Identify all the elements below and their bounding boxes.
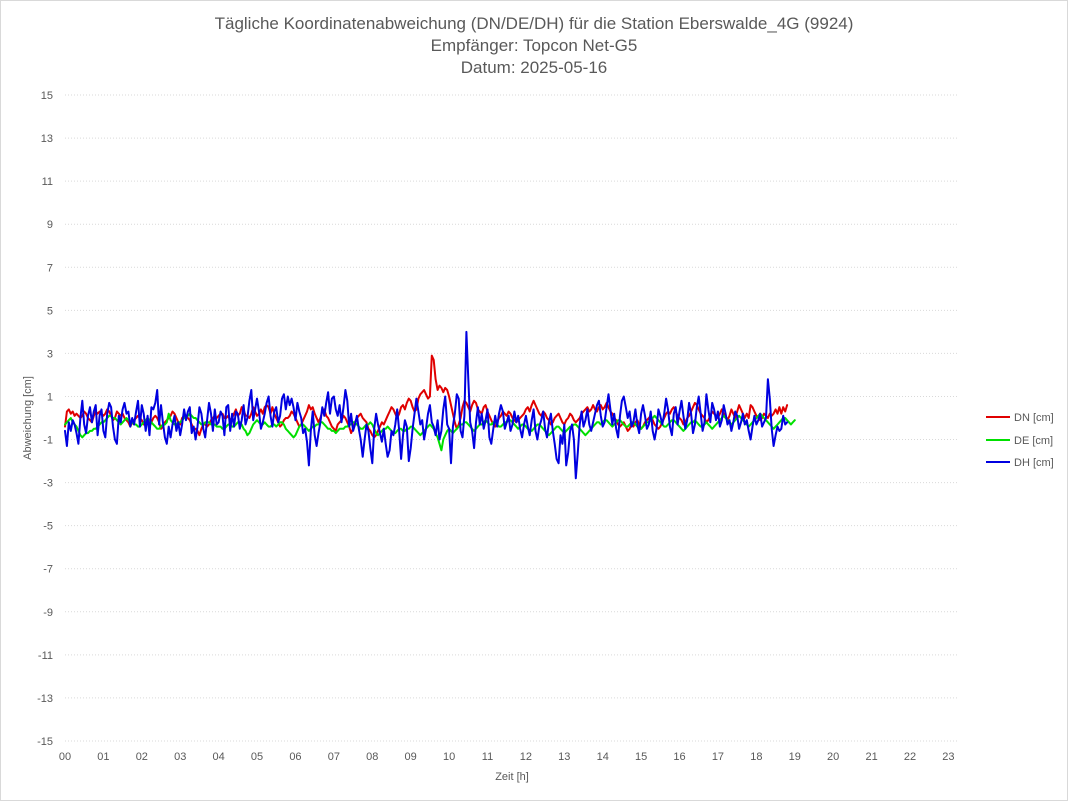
y-tick-label: 5 xyxy=(47,305,53,317)
chart-title-group: Tägliche Koordinatenabweichung (DN/DE/DH… xyxy=(215,14,854,77)
y-tick-label: 15 xyxy=(41,90,53,102)
y-tick-label: -1 xyxy=(43,435,53,447)
y-axis-label: Abweichung [cm] xyxy=(22,376,34,460)
x-tick-label: 09 xyxy=(405,751,417,763)
chart-subtitle-date: Datum: 2025-05-16 xyxy=(461,58,607,77)
x-tick-label: 06 xyxy=(289,751,301,763)
y-axis-tick-labels: 15 13 11 9 7 5 3 1 -1 -3 -5 -7 -9 -11 -13 -15 xyxy=(37,90,53,748)
y-tick-label: 9 xyxy=(47,219,53,231)
x-tick-label: 00 xyxy=(59,751,71,763)
x-tick-label: 10 xyxy=(443,751,455,763)
y-tick-label: -5 xyxy=(43,521,53,533)
chart-title: Tägliche Koordinatenabweichung (DN/DE/DH… xyxy=(215,14,854,33)
legend-label-2: DH [cm] xyxy=(1014,457,1054,469)
series-line-2 xyxy=(64,330,789,480)
y-tick-label: 7 xyxy=(47,262,53,274)
legend: DN [cm] DE [cm] DH [cm] xyxy=(986,412,1054,469)
chart-subtitle-receiver: Empfänger: Topcon Net-G5 xyxy=(431,36,638,55)
x-tick-label: 05 xyxy=(251,751,263,763)
y-tick-label: -13 xyxy=(37,693,53,705)
x-tick-label: 03 xyxy=(174,751,186,763)
y-tick-label: -7 xyxy=(43,564,53,576)
x-axis-tick-labels: 00 01 02 03 04 05 06 07 08 09 10 11 12 13 14 15 16 17 18 19… xyxy=(59,751,955,763)
y-tick-label: 3 xyxy=(47,348,53,360)
y-tick-label: -11 xyxy=(38,650,53,662)
x-tick-label: 08 xyxy=(366,751,378,763)
gridlines xyxy=(65,94,958,742)
x-tick-label: 14 xyxy=(597,751,609,763)
x-tick-label: 15 xyxy=(635,751,647,763)
x-tick-label: 04 xyxy=(213,751,225,763)
legend-label-0: DN [cm] xyxy=(1014,412,1054,424)
y-tick-label: -3 xyxy=(43,478,53,490)
y-tick-label: 1 xyxy=(47,391,53,403)
x-tick-label: 02 xyxy=(136,751,148,763)
x-tick-label: 17 xyxy=(712,751,724,763)
series-lines xyxy=(64,330,796,480)
x-tick-label: 16 xyxy=(673,751,685,763)
x-tick-label: 21 xyxy=(865,751,877,763)
y-tick-label: 11 xyxy=(42,176,53,188)
x-axis-label: Zeit [h] xyxy=(495,771,529,783)
x-tick-label: 13 xyxy=(558,751,570,763)
x-tick-label: 11 xyxy=(482,751,493,763)
x-tick-label: 20 xyxy=(827,751,839,763)
x-tick-label: 07 xyxy=(328,751,340,763)
y-tick-label: 13 xyxy=(41,133,53,145)
y-tick-label: -9 xyxy=(43,607,53,619)
legend-label-1: DE [cm] xyxy=(1014,435,1053,447)
y-tick-label: -15 xyxy=(37,736,53,748)
x-tick-label: 22 xyxy=(904,751,916,763)
x-tick-label: 19 xyxy=(789,751,801,763)
x-tick-label: 18 xyxy=(750,751,762,763)
x-tick-label: 12 xyxy=(520,751,532,763)
x-tick-label: 23 xyxy=(942,751,954,763)
x-tick-label: 01 xyxy=(97,751,109,763)
